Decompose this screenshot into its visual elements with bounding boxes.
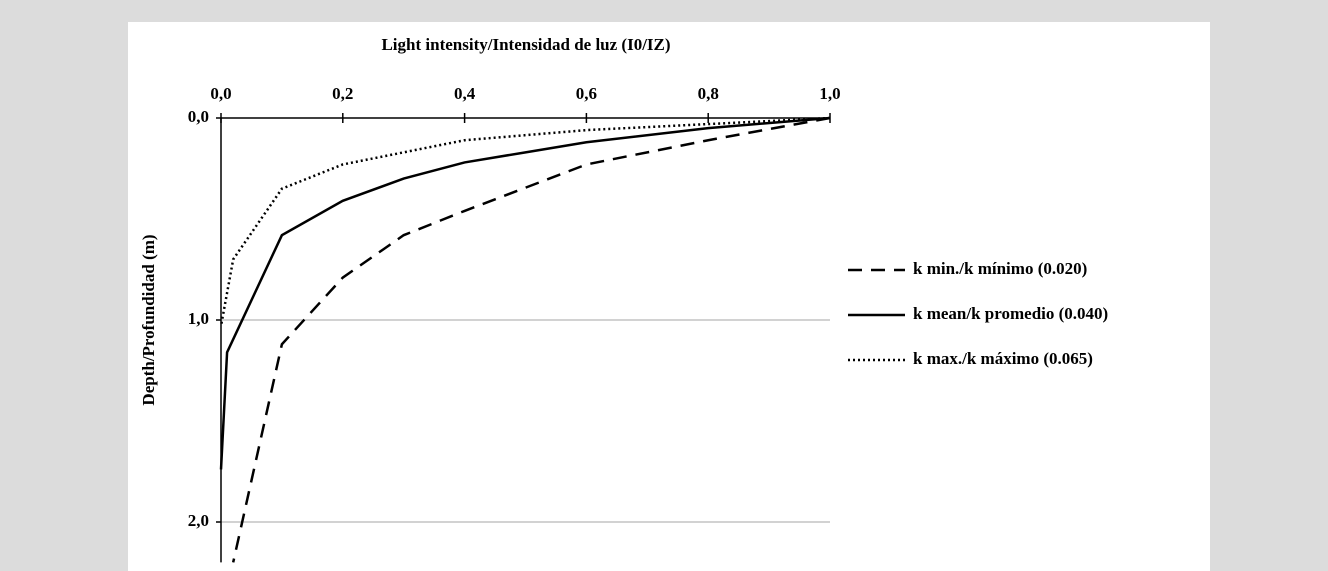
y-tick-label: 0,0 — [188, 107, 209, 126]
x-tick-label: 0,2 — [332, 84, 353, 103]
x-tick-label: 0,0 — [210, 84, 231, 103]
data-line — [219, 116, 831, 470]
y-tick-label: 1,0 — [188, 309, 209, 328]
x-axis-title: Light intensity/Intensidad de luz (I0/IZ… — [381, 35, 670, 54]
x-tick-label: 0,4 — [454, 84, 476, 103]
chart-panel — [128, 22, 1210, 571]
data-line — [231, 116, 831, 563]
x-tick-label: 1,0 — [819, 84, 840, 103]
x-tick-label: 0,6 — [576, 84, 597, 103]
legend-label: k max./k máximo (0.065) — [913, 349, 1093, 368]
y-axis-title: Depth/Profundidad (m) — [139, 234, 158, 405]
y-tick-label: 2,0 — [188, 511, 209, 530]
legend-label: k mean/k promedio (0.040) — [913, 304, 1108, 323]
x-tick-label: 0,8 — [698, 84, 719, 103]
legend-label: k min./k mínimo (0.020) — [913, 259, 1087, 278]
